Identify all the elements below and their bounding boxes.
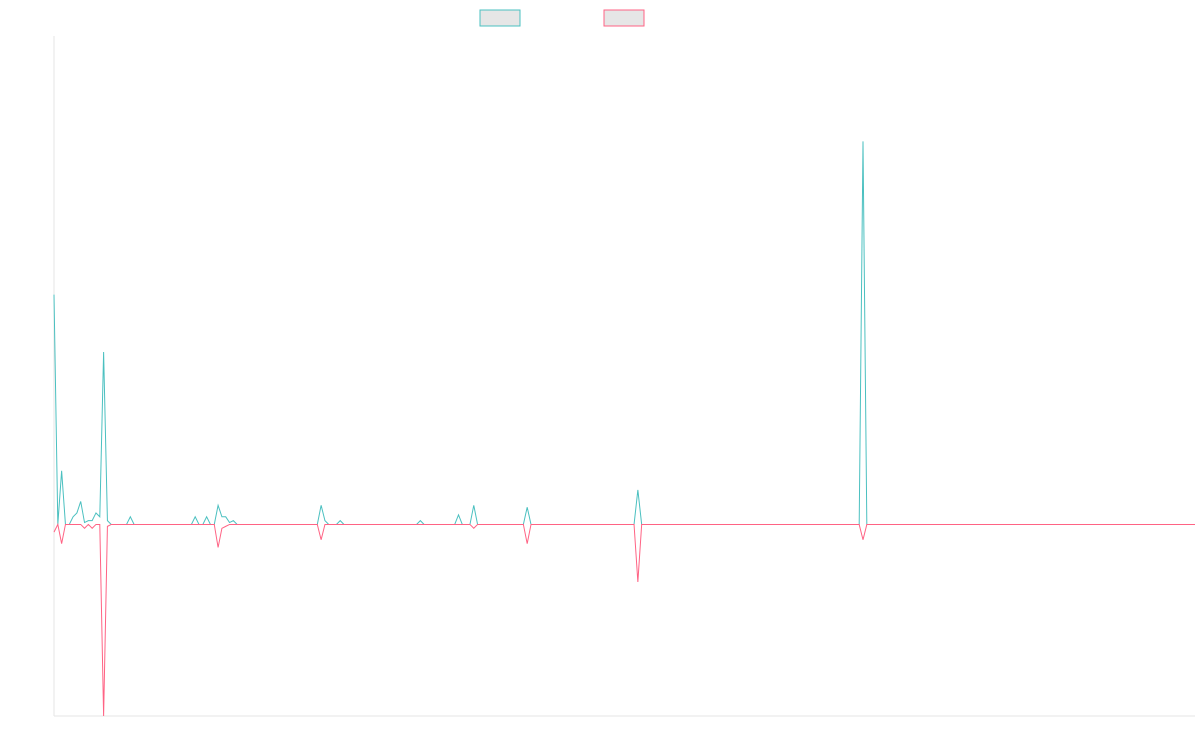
plot-area — [53, 141, 1195, 717]
series-line-1 — [53, 141, 1195, 525]
series-line-2 — [53, 522, 1195, 717]
legend — [479, 9, 645, 27]
legend-swatch-series-1[interactable] — [479, 9, 521, 27]
legend-swatch-series-2[interactable] — [603, 9, 645, 27]
